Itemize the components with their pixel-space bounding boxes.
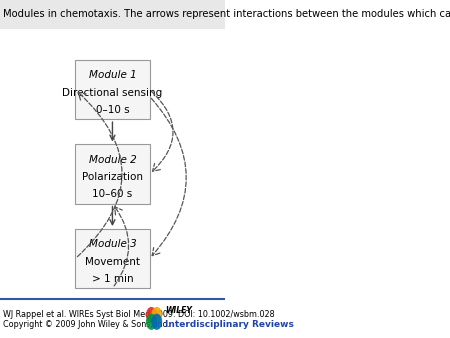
Text: Module 3: Module 3 <box>89 239 136 249</box>
FancyArrowPatch shape <box>151 98 186 256</box>
Bar <box>75 229 149 288</box>
Bar <box>75 145 149 203</box>
Text: 0–10 s: 0–10 s <box>96 105 129 115</box>
Bar <box>75 60 149 119</box>
Text: Modules in chemotaxis. The arrows represent interactions between the modules whi: Modules in chemotaxis. The arrows repres… <box>3 9 450 19</box>
FancyArrowPatch shape <box>152 92 173 171</box>
Text: > 1 min: > 1 min <box>92 274 133 284</box>
Circle shape <box>146 314 157 330</box>
Text: Module 2: Module 2 <box>89 155 136 165</box>
Text: Interdisciplinary Reviews: Interdisciplinary Reviews <box>165 320 294 329</box>
Text: Module 1: Module 1 <box>89 70 136 80</box>
Circle shape <box>151 314 162 330</box>
FancyArrowPatch shape <box>77 92 122 257</box>
Text: Polarization: Polarization <box>82 172 143 183</box>
Bar <box>0 0 225 29</box>
FancyArrowPatch shape <box>114 207 129 286</box>
Text: WILEY: WILEY <box>165 307 192 315</box>
Text: Movement: Movement <box>85 257 140 267</box>
Circle shape <box>151 307 162 323</box>
Text: WJ Rappel et al. WIREs Syst Biol Med 2009. DOI: 10.1002/wsbm.028
Copyright © 200: WJ Rappel et al. WIREs Syst Biol Med 200… <box>3 310 275 329</box>
Circle shape <box>146 307 157 323</box>
Text: 10–60 s: 10–60 s <box>92 189 133 199</box>
Text: Directional sensing: Directional sensing <box>62 88 162 98</box>
